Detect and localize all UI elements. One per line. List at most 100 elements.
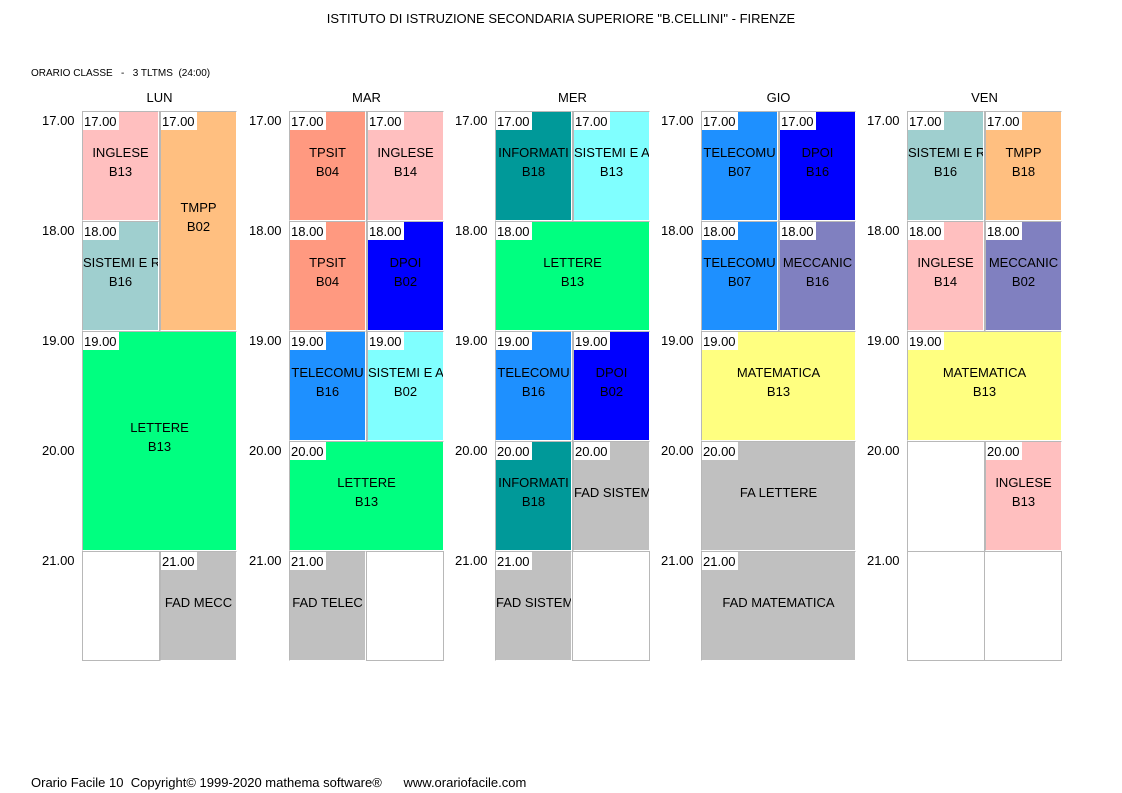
grid-divider <box>289 331 444 332</box>
hour-label: 21.00 <box>42 553 75 568</box>
lesson-start-time: 17.00 <box>908 112 944 130</box>
lesson-start-time: 18.00 <box>908 222 944 240</box>
lesson-subject: DPOI <box>801 145 834 160</box>
lesson-block[interactable]: 18.00 TPSIT B04 <box>289 221 366 331</box>
hour-label: 20.00 <box>661 443 694 458</box>
lesson-block[interactable]: 17.00 TMPP B18 <box>985 111 1062 221</box>
lesson-block[interactable]: 18.00 MECCANIC B02 <box>985 221 1062 331</box>
lesson-subject: INGLESE <box>92 145 149 160</box>
lesson-start-time: 20.00 <box>574 442 610 460</box>
lesson-room: B13 <box>766 384 791 399</box>
lesson-block[interactable]: 20.00 INFORMATI B18 <box>495 441 572 551</box>
lesson-subject: FAD TELEC <box>292 595 363 610</box>
lesson-subject: TPSIT <box>309 255 346 270</box>
lesson-block[interactable]: 17.00 TELECOMU B07 <box>701 111 778 221</box>
lesson-start-time: 18.00 <box>83 222 119 240</box>
lesson-block[interactable]: 21.00 FAD MECC <box>160 551 237 661</box>
lesson-block[interactable]: 19.00 TELECOMU B16 <box>495 331 572 441</box>
lesson-block[interactable]: 19.00 TELECOMU B16 <box>289 331 366 441</box>
lesson-block[interactable]: 20.00 LETTERE B13 <box>289 441 444 551</box>
lesson-start-time: 18.00 <box>368 222 404 240</box>
lesson-subject: FAD MECC <box>164 595 233 610</box>
lesson-room: B14 <box>393 164 418 179</box>
hour-label: 18.00 <box>455 223 488 238</box>
lesson-room: B02 <box>599 384 624 399</box>
grid-divider <box>82 221 237 222</box>
lesson-subject: MATEMATICA <box>942 365 1027 380</box>
lesson-subject: TMPP <box>180 200 217 215</box>
grid-divider <box>495 441 650 442</box>
hour-label: 17.00 <box>455 113 488 128</box>
lesson-block[interactable]: 19.00 MATEMATICA B13 <box>907 331 1062 441</box>
lesson-start-time: 18.00 <box>780 222 816 240</box>
grid-divider <box>495 331 650 332</box>
lesson-block[interactable]: 17.00 TMPP B02 <box>160 111 237 331</box>
lesson-block[interactable]: 17.00 INGLESE B13 <box>82 111 159 221</box>
lesson-block[interactable]: 17.00 SISTEMI E R B16 <box>907 111 984 221</box>
lesson-start-time: 19.00 <box>702 332 738 350</box>
lesson-room: B18 <box>521 494 546 509</box>
lesson-subject: SISTEMI E A <box>368 365 443 380</box>
lesson-block[interactable]: 20.00 INGLESE B13 <box>985 441 1062 551</box>
lesson-block[interactable]: 17.00 TPSIT B04 <box>289 111 366 221</box>
day-header: MAR <box>352 90 381 105</box>
lesson-room: B02 <box>393 274 418 289</box>
lesson-subject: INGLESE <box>917 255 974 270</box>
day-column-lun: LUN 17.00 18.00 19.00 20.00 21.00 17.00 INGLESE… <box>42 90 237 661</box>
grid-divider <box>495 551 650 552</box>
lesson-start-time: 19.00 <box>496 332 532 350</box>
lesson-subject: TMPP <box>1005 145 1042 160</box>
lesson-subject: FAD SISTEM <box>496 595 571 610</box>
grid-divider <box>289 221 444 222</box>
lesson-block[interactable]: 21.00 FAD MATEMATICA <box>701 551 856 661</box>
lesson-room: B04 <box>315 164 340 179</box>
lesson-subject: FA LETTERE <box>739 485 818 500</box>
lesson-room: B16 <box>108 274 133 289</box>
lesson-block[interactable]: 18.00 INGLESE B14 <box>907 221 984 331</box>
lesson-block[interactable]: 17.00 SISTEMI E A B13 <box>573 111 650 221</box>
hour-label: 20.00 <box>42 443 75 458</box>
lesson-start-time: 21.00 <box>290 552 326 570</box>
lesson-subject: DPOI <box>389 255 422 270</box>
lesson-start-time: 18.00 <box>986 222 1022 240</box>
day-column-mar: MAR 17.00 18.00 19.00 20.00 21.00 17.00 TPSIT B0… <box>249 90 444 661</box>
lesson-block[interactable]: 19.00 SISTEMI E A B02 <box>367 331 444 441</box>
lesson-block[interactable]: 17.00 INGLESE B14 <box>367 111 444 221</box>
lesson-subject: FAD SISTEM <box>574 485 649 500</box>
lesson-start-time: 19.00 <box>368 332 404 350</box>
lesson-block[interactable]: 20.00 FAD SISTEM <box>573 441 650 551</box>
hour-label: 17.00 <box>42 113 75 128</box>
lesson-room: B02 <box>393 384 418 399</box>
lesson-subject: MATEMATICA <box>736 365 821 380</box>
lesson-block[interactable]: 20.00 FA LETTERE <box>701 441 856 551</box>
lesson-block[interactable]: 18.00 SISTEMI E R B16 <box>82 221 159 331</box>
lesson-block[interactable]: 19.00 MATEMATICA B13 <box>701 331 856 441</box>
lesson-block[interactable]: 17.00 DPOI B16 <box>779 111 856 221</box>
grid-divider <box>82 551 237 552</box>
hour-label: 19.00 <box>867 333 900 348</box>
hour-label: 17.00 <box>867 113 900 128</box>
hour-label: 20.00 <box>249 443 282 458</box>
lesson-block[interactable]: 19.00 LETTERE B13 <box>82 331 237 551</box>
lesson-block[interactable]: 21.00 FAD TELEC <box>289 551 366 661</box>
hour-label: 18.00 <box>661 223 694 238</box>
lesson-block[interactable]: 18.00 MECCANIC B16 <box>779 221 856 331</box>
lesson-start-time: 19.00 <box>290 332 326 350</box>
lesson-block[interactable]: 18.00 LETTERE B13 <box>495 221 650 331</box>
lesson-room: B13 <box>599 164 624 179</box>
lesson-block[interactable]: 21.00 FAD SISTEM <box>495 551 572 661</box>
lesson-block[interactable]: 18.00 DPOI B02 <box>367 221 444 331</box>
lesson-start-time: 21.00 <box>161 552 197 570</box>
day-column-mer: MER 17.00 18.00 19.00 20.00 21.00 17.00 INFORMA… <box>455 90 650 661</box>
lesson-subject: FAD MATEMATICA <box>722 595 835 610</box>
lesson-room: B16 <box>933 164 958 179</box>
lesson-start-time: 17.00 <box>574 112 610 130</box>
lesson-block[interactable]: 18.00 TELECOMU B07 <box>701 221 778 331</box>
lesson-start-time: 21.00 <box>702 552 738 570</box>
lesson-subject: SISTEMI E A <box>574 145 649 160</box>
lesson-block[interactable]: 17.00 INFORMATI B18 <box>495 111 572 221</box>
hour-label: 21.00 <box>249 553 282 568</box>
lesson-room: B02 <box>186 219 211 234</box>
lesson-block[interactable]: 19.00 DPOI B02 <box>573 331 650 441</box>
lesson-room: B16 <box>805 274 830 289</box>
